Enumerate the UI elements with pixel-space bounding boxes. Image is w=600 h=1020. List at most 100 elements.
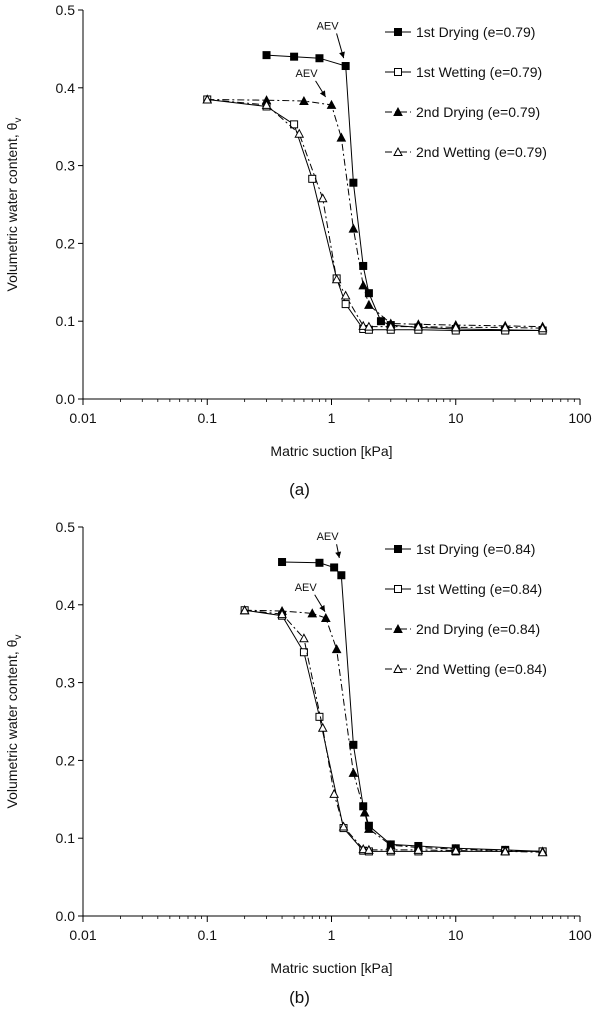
y-tick-label: 0.1 <box>56 313 76 329</box>
data-point <box>349 740 358 749</box>
annotation-arrow-head <box>339 51 345 59</box>
legend-marker <box>394 68 402 76</box>
legend-label: 1st Wetting (e=0.79) <box>416 64 542 80</box>
data-point <box>385 321 396 331</box>
data-point <box>294 128 305 138</box>
data-point <box>358 280 369 290</box>
annotation-arrow-head <box>319 605 326 612</box>
series-3 <box>202 94 548 331</box>
chart-1: 0.01 0.1 1 10 100 0.0 0.1 0.2 0.3 0.4 0.5 Matric su… <box>4 2 592 499</box>
data-point <box>315 712 324 721</box>
series-line <box>244 609 543 852</box>
y-tick-label: 0.1 <box>56 830 76 846</box>
figure-caption: (b) <box>289 988 310 1007</box>
x-tick-label: 0.1 <box>198 410 218 426</box>
data-point <box>299 95 309 106</box>
annotation-aev-1: AEV <box>317 20 345 59</box>
y-tick-label: 0.2 <box>56 235 76 251</box>
annotation-aev-2: AEV <box>296 68 327 98</box>
y-tick-label: 0.3 <box>56 675 76 691</box>
data-point <box>537 323 548 333</box>
legend-marker <box>393 146 403 156</box>
y-tick-label: 0.2 <box>56 752 76 768</box>
series-line <box>207 99 543 328</box>
series-line <box>244 609 543 852</box>
data-point <box>364 321 374 331</box>
legend-entry-4: 2nd Wetting (e=0.84) <box>385 661 547 677</box>
data-point <box>450 845 461 855</box>
legend-marker <box>393 623 403 633</box>
data-point <box>349 178 358 187</box>
y-axis-title: Volumetric water content, θv <box>4 635 24 809</box>
y-tick-label: 0.0 <box>56 908 76 924</box>
annotation-label: AEV <box>317 20 340 32</box>
chart-2: 0.01 0.1 1 10 100 0.0 0.1 0.2 0.3 0.4 0.5 Matric su… <box>4 519 592 1007</box>
y-tick-label: 0.4 <box>56 597 76 613</box>
figure-caption: (a) <box>289 480 310 499</box>
series-1 <box>262 51 547 335</box>
legend-entry-1: 1st Drying (e=0.79) <box>385 24 535 40</box>
data-point <box>299 648 308 657</box>
series-2 <box>203 95 547 335</box>
data-point <box>202 94 213 104</box>
legend-label: 2nd Wetting (e=0.79) <box>416 144 547 160</box>
data-point <box>307 608 318 618</box>
x-tick-label: 10 <box>448 410 464 426</box>
data-point <box>348 767 359 777</box>
legend-entry-2: 1st Wetting (e=0.84) <box>385 581 542 597</box>
legend-marker <box>393 106 403 116</box>
legend-entry-3: 2nd Drying (e=0.79) <box>385 104 540 120</box>
legend-label: 1st Drying (e=0.79) <box>416 24 535 40</box>
data-point <box>413 321 424 331</box>
x-tick-label: 100 <box>568 410 592 426</box>
y-axis-title: Volumetric water content, θv <box>4 118 24 292</box>
annotation-arrow-head <box>319 90 326 98</box>
data-point <box>338 821 349 831</box>
y-tick-label: 0.5 <box>56 2 76 18</box>
data-point <box>278 558 287 567</box>
legend-label: 2nd Drying (e=0.84) <box>416 621 540 637</box>
y-tick-label: 0.3 <box>56 158 76 174</box>
data-point <box>500 846 511 856</box>
data-point <box>341 300 350 309</box>
data-point <box>331 274 342 284</box>
legend-marker <box>394 545 402 553</box>
data-point <box>336 132 347 142</box>
data-point <box>364 823 374 833</box>
series-line <box>266 54 543 331</box>
data-point <box>450 322 461 332</box>
data-point <box>358 320 369 330</box>
data-point <box>315 54 324 63</box>
annotation-arrow-head <box>335 551 342 559</box>
x-tick-label: 1 <box>328 927 336 943</box>
data-point <box>364 299 374 309</box>
data-point <box>299 633 309 643</box>
data-point <box>277 609 287 619</box>
data-point <box>359 807 370 817</box>
annotation-label: AEV <box>317 531 340 543</box>
data-point <box>413 844 424 854</box>
legend-label: 2nd Drying (e=0.79) <box>416 104 540 120</box>
annotation-label: AEV <box>295 582 318 594</box>
x-tick-label: 0.01 <box>69 410 96 426</box>
data-point <box>317 722 328 732</box>
data-point <box>308 174 317 183</box>
data-point <box>290 52 299 61</box>
x-tick-label: 1 <box>328 410 336 426</box>
data-point <box>358 844 369 854</box>
y-axis-title-main: Volumetric water content, θ <box>4 639 20 808</box>
legend-marker <box>393 663 403 673</box>
legend-label: 1st Wetting (e=0.84) <box>416 581 542 597</box>
y-tick-label: 0.0 <box>56 391 76 407</box>
legend-entry-3: 2nd Drying (e=0.84) <box>385 621 540 637</box>
series-line <box>244 609 543 853</box>
y-axis-title-subscript: v <box>13 635 24 640</box>
y-axis-title-subscript: v <box>13 118 24 123</box>
data-point <box>290 120 299 129</box>
series-4 <box>239 605 548 857</box>
data-point <box>500 322 511 332</box>
x-tick-label: 0.01 <box>69 927 96 943</box>
legend-label: 1st Drying (e=0.84) <box>416 541 535 557</box>
